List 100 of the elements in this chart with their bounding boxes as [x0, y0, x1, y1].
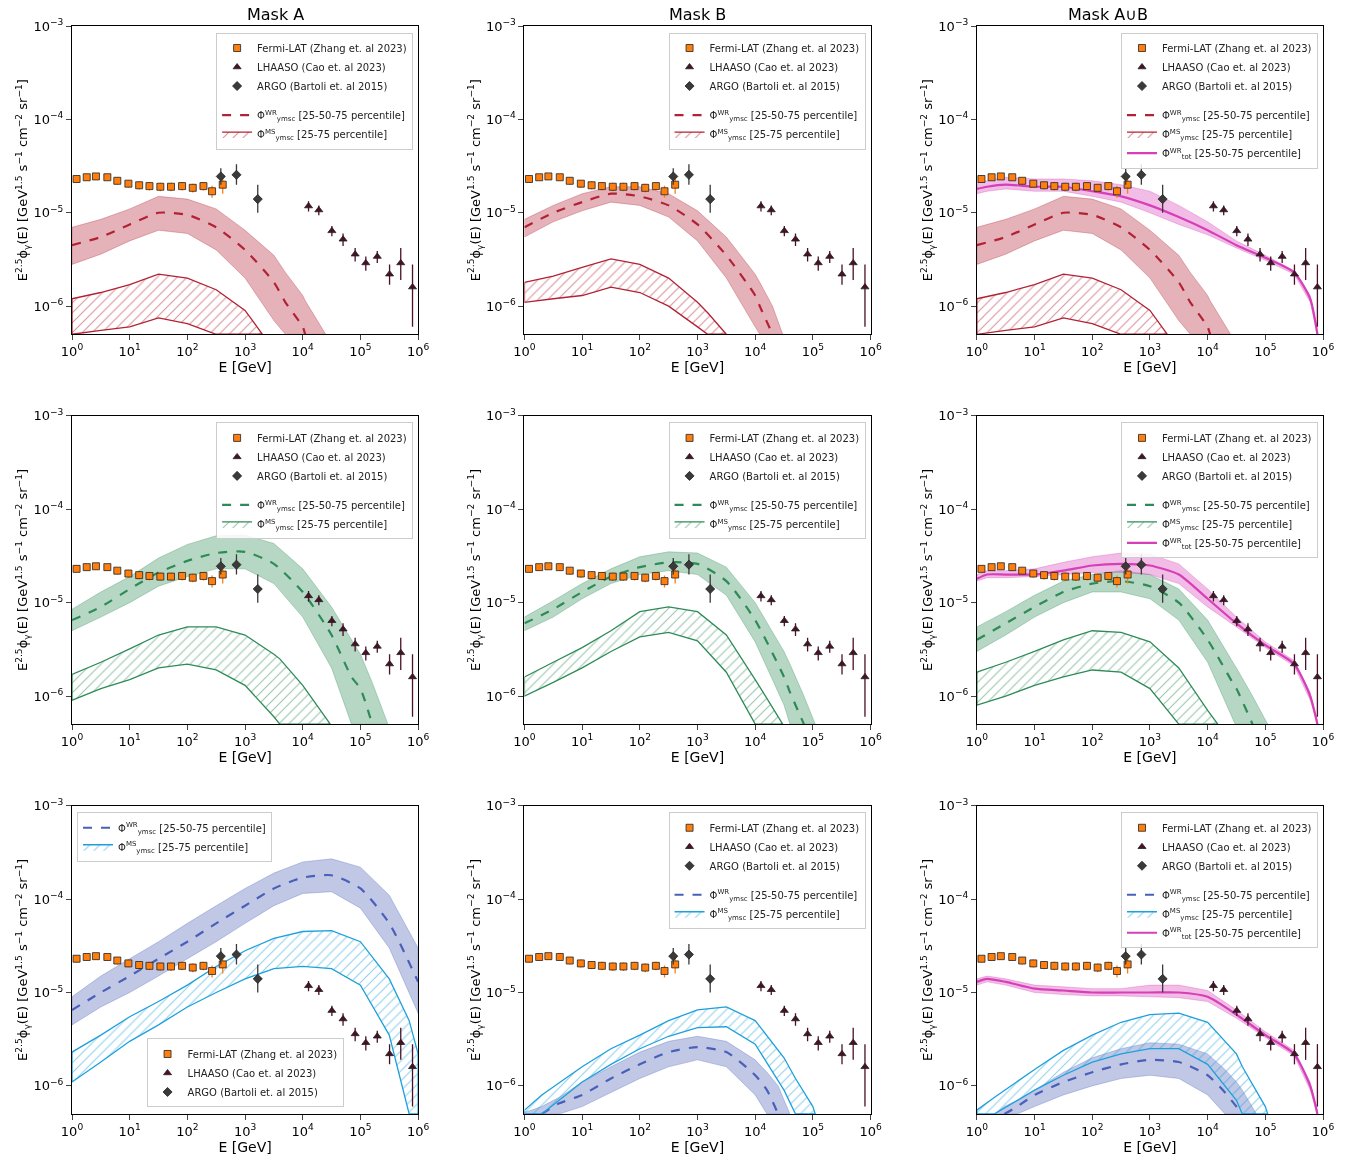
legend-label: Φ$^{MS}$$_{ymsc}$ [25-75 percentile]: [1162, 517, 1293, 532]
y-tick-label: 10$^{−3}$: [938, 406, 969, 424]
legend-label: LHAASO (Cao et. al 2023): [709, 451, 839, 463]
legend-label: ARGO (Bartoli et. al 2015): [709, 80, 840, 92]
x-axis-title: E [GeV]: [1123, 1138, 1177, 1155]
legend-label: Φ$^{WR}$$_{tot}$ [25-50-75 percentile]: [1162, 146, 1302, 162]
x-tick-label: 10$^{5}$: [801, 342, 825, 359]
x-tick-label: 10$^{3}$: [686, 732, 709, 749]
legend-label: Fermi-LAT (Zhang et. al 2023): [709, 42, 860, 54]
x-tick-label: 10$^{6}$: [859, 342, 882, 359]
x-tick-label: 10$^{4}$: [1196, 732, 1220, 749]
y-tick-label: 10$^{−6}$: [33, 1076, 64, 1094]
y-tick-label: 10$^{−5}$: [33, 593, 64, 611]
chart-title: Mask B: [669, 5, 727, 24]
legend-label: Φ$^{MS}$$_{ymsc}$ [25-75 percentile]: [709, 907, 840, 922]
legend-label: Fermi-LAT (Zhang et. al 2023): [1162, 432, 1312, 444]
y-tick-label: 10$^{−4}$: [485, 890, 517, 907]
y-tick-label: 10$^{−3}$: [33, 17, 64, 34]
x-tick-label: 10$^{2}$: [1081, 732, 1104, 749]
x-tick-label: 10$^{1}$: [570, 732, 594, 749]
x-tick-label: 10$^{0}$: [60, 342, 84, 359]
x-tick-label: 10$^{3}$: [1138, 732, 1162, 749]
x-tick-label: 10$^{2}$: [176, 1122, 199, 1139]
y-tick-label: 10$^{−3}$: [485, 796, 517, 814]
legend-label: ARGO (Bartoli et. al 2015): [257, 470, 388, 482]
legend-label: Φ$^{MS}$$_{ymsc}$ [25-75 percentile]: [709, 517, 840, 532]
x-tick-label: 10$^{3}$: [233, 1122, 257, 1139]
y-tick-label: 10$^{−4}$: [938, 890, 969, 907]
legend-label: ARGO (Bartoli et. al 2015): [257, 80, 388, 92]
x-axis-title: E [GeV]: [670, 1138, 725, 1155]
y-tick-label: 10$^{−6}$: [485, 687, 517, 704]
legend-label: Φ$^{MS}$$_{ymsc}$ [25-75 percentile]: [709, 127, 840, 143]
x-tick-label: 10$^{1}$: [1023, 732, 1046, 749]
x-tick-label: 10$^{6}$: [1311, 732, 1335, 749]
x-axis-title: E [GeV]: [218, 1138, 272, 1155]
legend-label: Φ$^{WR}$$_{ymsc}$ [25-50-75 percentile]: [709, 498, 858, 513]
legend-label: Φ$^{WR}$$_{ymsc}$ [25-50-75 percentile]: [709, 888, 858, 903]
legend-label: ARGO (Bartoli et. al 2015): [187, 1086, 318, 1098]
legend-label: LHAASO (Cao et. al 2023): [1162, 61, 1291, 73]
legend-label: LHAASO (Cao et. al 2023): [257, 451, 386, 463]
x-tick-label: 10$^{1}$: [1023, 1122, 1046, 1139]
legend-label: Fermi-LAT (Zhang et. al 2023): [1162, 42, 1312, 54]
x-tick-label: 10$^{2}$: [628, 1122, 651, 1139]
x-tick-label: 10$^{6}$: [406, 342, 430, 359]
x-tick-label: 10$^{3}$: [686, 342, 709, 359]
legend-label: Fermi-LAT (Zhang et. al 2023): [257, 432, 407, 444]
x-tick-label: 10$^{1}$: [118, 342, 141, 359]
x-tick-label: 10$^{4}$: [1196, 1122, 1220, 1139]
legend-label: Φ$^{MS}$$_{ymsc}$ [25-75 percentile]: [257, 517, 388, 532]
x-tick-label: 10$^{5}$: [349, 342, 372, 359]
y-tick-label: 10$^{−6}$: [938, 687, 969, 704]
x-axis-title: E [GeV]: [670, 358, 725, 375]
y-tick-label: 10$^{−3}$: [33, 406, 64, 424]
y-tick-label: 10$^{−4}$: [485, 110, 517, 127]
y-tick-label: 10$^{−4}$: [33, 110, 64, 127]
y-tick-label: 10$^{−5}$: [938, 593, 969, 611]
x-tick-label: 10$^{2}$: [628, 732, 651, 749]
y-tick-label: 10$^{−6}$: [33, 687, 64, 704]
x-tick-label: 10$^{5}$: [801, 732, 825, 749]
x-tick-label: 10$^{0}$: [513, 1122, 536, 1139]
y-tick-label: 10$^{−4}$: [33, 500, 64, 517]
x-tick-label: 10$^{0}$: [965, 1122, 989, 1139]
legend-label: Φ$^{WR}$$_{ymsc}$ [25-50-75 percentile]: [709, 108, 858, 124]
legend-label: Fermi-LAT (Zhang et. al 2023): [1162, 822, 1312, 834]
y-tick-label: 10$^{−4}$: [938, 500, 969, 517]
x-tick-label: 10$^{3}$: [686, 1122, 709, 1139]
legend-label: LHAASO (Cao et. al 2023): [187, 1067, 317, 1079]
legend-label: Φ$^{WR}$$_{tot}$ [25-50-75 percentile]: [1162, 926, 1302, 941]
y-tick-label: 10$^{−4}$: [33, 890, 64, 907]
y-tick-label: 10$^{−3}$: [33, 796, 64, 814]
x-tick-label: 10$^{4}$: [291, 732, 315, 749]
x-tick-label: 10$^{5}$: [349, 732, 372, 749]
legend-label: Φ$^{MS}$$_{ymsc}$ [25-75 percentile]: [1162, 127, 1293, 143]
x-tick-label: 10$^{5}$: [1254, 732, 1277, 749]
legend-label: Φ$^{WR}$$_{ymsc}$ [25-50-75 percentile]: [1162, 498, 1310, 513]
x-tick-label: 10$^{1}$: [118, 1122, 141, 1139]
x-tick-label: 10$^{4}$: [1196, 342, 1220, 359]
x-axis-title: E [GeV]: [218, 748, 272, 765]
legend-label: Φ$^{MS}$$_{ymsc}$ [25-75 percentile]: [257, 127, 388, 143]
x-tick-label: 10$^{4}$: [744, 342, 767, 359]
legend-label: ARGO (Bartoli et. al 2015): [1162, 80, 1293, 92]
chart-title: Mask A: [247, 5, 305, 24]
y-tick-label: 10$^{−3}$: [485, 17, 517, 34]
x-tick-label: 10$^{2}$: [628, 342, 651, 359]
x-tick-label: 10$^{2}$: [1081, 1122, 1104, 1139]
y-tick-label: 10$^{−5}$: [485, 983, 516, 1001]
y-tick-label: 10$^{−5}$: [485, 593, 516, 611]
legend-label: Φ$^{MS}$$_{ymsc}$ [25-75 percentile]: [118, 840, 249, 855]
legend-label: Φ$^{WR}$$_{ymsc}$ [25-50-75 percentile]: [1162, 108, 1310, 124]
y-tick-label: 10$^{−6}$: [938, 297, 969, 314]
legend-label: ARGO (Bartoli et. al 2015): [709, 860, 840, 872]
y-tick-label: 10$^{−3}$: [938, 17, 969, 34]
x-axis-title: E [GeV]: [670, 748, 725, 765]
x-tick-label: 10$^{2}$: [176, 732, 199, 749]
x-tick-label: 10$^{3}$: [233, 732, 257, 749]
x-tick-label: 10$^{6}$: [859, 1122, 882, 1139]
y-tick-label: 10$^{−6}$: [485, 1076, 517, 1094]
x-tick-label: 10$^{6}$: [1311, 1122, 1335, 1139]
x-tick-label: 10$^{2}$: [1081, 342, 1104, 359]
x-tick-label: 10$^{3}$: [1138, 1122, 1162, 1139]
